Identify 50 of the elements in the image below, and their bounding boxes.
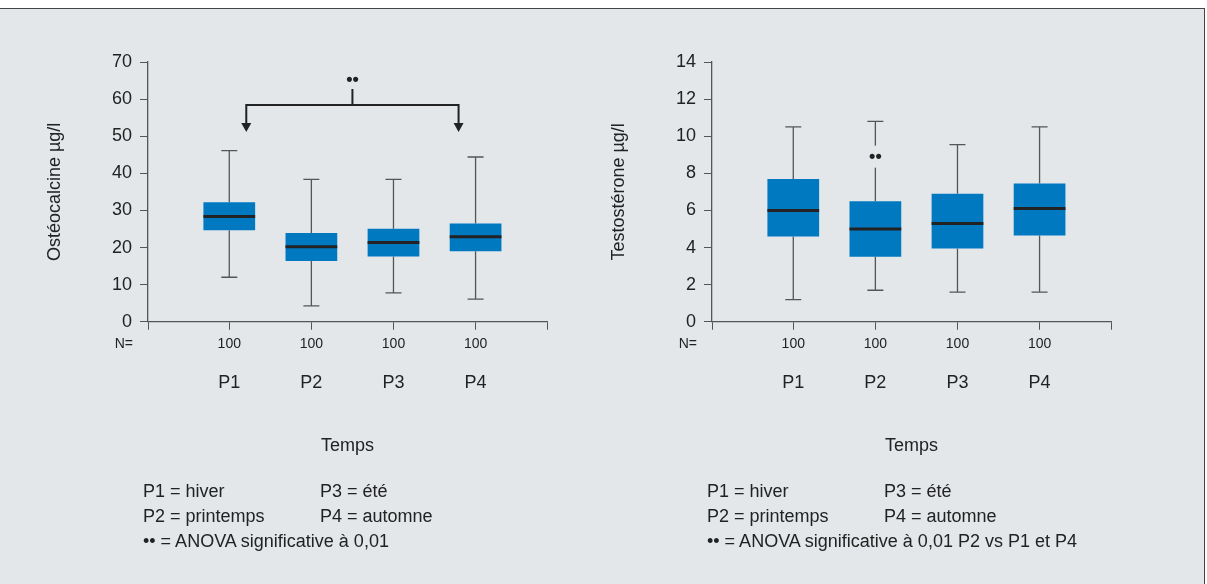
y-tick-label: 0	[121, 310, 132, 331]
text: 100	[381, 334, 406, 351]
text: N=	[678, 334, 697, 351]
y-tick-label: 10	[111, 273, 132, 294]
y-tick-label: 8	[685, 162, 696, 183]
text: •• = ANOVA significative à 0,01 P2 vs P1 et P4	[707, 530, 1077, 553]
y-tick-label: 4	[685, 236, 696, 257]
annotation: ••	[869, 145, 882, 166]
x-tick-label: P4	[464, 371, 487, 392]
y-axis-title: Testostérone µg/l	[607, 123, 628, 261]
y-tick-label: 20	[111, 236, 132, 257]
text: P4 = automne	[884, 505, 998, 528]
text: P4 = automne	[320, 505, 433, 528]
x-tick-label: P4	[1028, 371, 1051, 392]
y-tick-label: 12	[675, 88, 696, 109]
x-axis-title: Temps	[320, 435, 375, 456]
text: P3 = été	[884, 480, 953, 503]
text: P1 = hiver	[707, 480, 790, 503]
x-tick-label: P2	[864, 371, 887, 392]
x-tick-label: P3	[946, 371, 969, 392]
text: P1 = hiver	[143, 480, 226, 503]
text: 100	[217, 334, 242, 351]
x-tick-label: P1	[782, 371, 805, 392]
y-tick-label: 10	[675, 125, 696, 146]
text: 100	[299, 334, 324, 351]
text: 100	[781, 334, 806, 351]
x-axis-title: Temps	[884, 435, 939, 456]
y-tick-label: 30	[111, 199, 132, 220]
y-tick-label: 40	[111, 162, 132, 183]
y-tick-label: 2	[685, 273, 696, 294]
text: •• = ANOVA significative à 0,01	[143, 530, 390, 553]
x-tick-label: P2	[300, 371, 323, 392]
y-tick-label: 6	[685, 199, 696, 220]
y-tick-label: 0	[685, 310, 696, 331]
text: P2 = printemps	[707, 505, 830, 528]
y-tick-label: 60	[111, 88, 132, 109]
text: N=	[114, 334, 133, 351]
x-tick-label: P1	[218, 371, 241, 392]
text: P3 = été	[320, 480, 389, 503]
y-tick-label: 14	[675, 50, 696, 71]
y-tick-label: 50	[111, 125, 132, 146]
y-axis-title: Ostéocalcine µg/l	[43, 122, 64, 262]
annotation: ••	[346, 68, 359, 89]
text: P2 = printemps	[143, 505, 266, 528]
y-tick-label: 70	[111, 50, 132, 71]
text: 100	[463, 334, 488, 351]
text: 100	[1027, 334, 1052, 351]
x-tick-label: P3	[382, 371, 405, 392]
text: 100	[863, 334, 888, 351]
text: 100	[945, 334, 970, 351]
